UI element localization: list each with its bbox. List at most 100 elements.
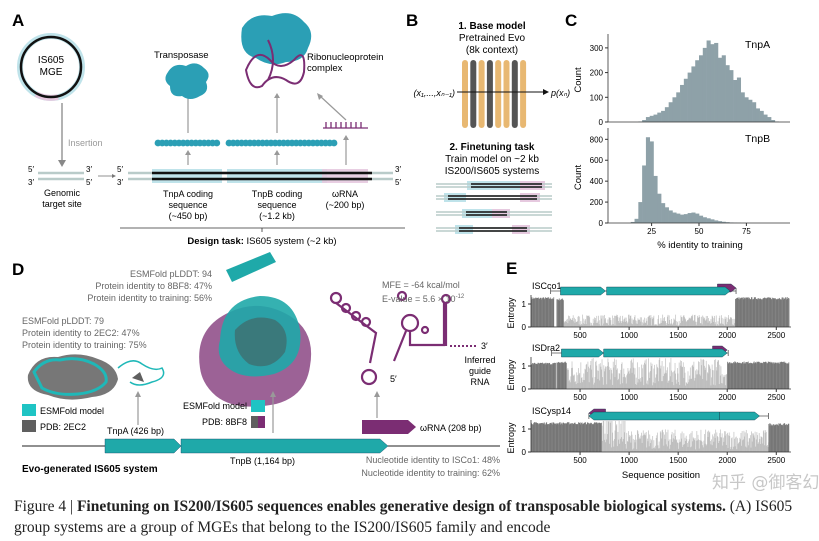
entropy-bar <box>780 361 782 389</box>
entropy-bar <box>569 423 571 452</box>
entropy-bar <box>558 361 560 389</box>
entropy-bar <box>557 362 559 389</box>
entropy-bar <box>731 319 733 327</box>
finetuning-title: 2. Finetuning task <box>449 142 534 153</box>
entropy-bar <box>584 368 586 389</box>
entropy-bar <box>561 423 562 452</box>
entropy-bar <box>573 375 575 389</box>
entropy-bar <box>742 297 743 327</box>
entropy-bar <box>717 437 719 452</box>
entropy-bar <box>602 325 604 327</box>
entropy-bar <box>543 423 545 452</box>
entropy-bar <box>548 362 550 389</box>
entropy-bar <box>655 438 657 452</box>
entropy-bar <box>675 373 677 389</box>
entropy-bar <box>547 362 549 389</box>
entropy-bar <box>716 432 718 452</box>
entropy-bar <box>579 382 581 389</box>
entropy-bar <box>549 362 551 389</box>
entropy-bar <box>668 441 669 452</box>
entropy-bar <box>634 439 635 452</box>
entropy-bar <box>694 315 695 327</box>
entropy-bar <box>689 375 691 389</box>
entropy-bar <box>715 367 717 389</box>
entropy-bar <box>729 449 731 452</box>
entropy-bar <box>589 423 591 452</box>
entropy-bar <box>622 315 624 327</box>
entropy-bar <box>783 297 785 327</box>
entropy-bar <box>764 432 766 452</box>
entropy-bar <box>554 362 556 389</box>
entropy-bar <box>676 368 678 389</box>
entropy-bar <box>707 437 709 452</box>
entropy-bar <box>579 422 581 452</box>
entropy-bar <box>662 381 664 389</box>
entropy-bar <box>546 424 548 452</box>
entropy-bar <box>765 297 767 327</box>
entropy-bar <box>666 316 668 327</box>
entropy-bar <box>768 297 770 327</box>
entropy-bar <box>724 325 725 327</box>
entropy-bar <box>709 321 711 327</box>
histogram-bar <box>687 72 692 122</box>
entropy-bar <box>637 382 639 389</box>
entropy-bar <box>578 315 579 327</box>
finetuning-subtitle-2: IS200/IS605 systems <box>445 166 540 177</box>
entropy-bar <box>628 371 629 389</box>
entropy-bar <box>773 363 775 389</box>
model-layer <box>511 60 518 128</box>
histogram-bar <box>755 108 760 122</box>
entropy-bar <box>658 323 660 327</box>
entropy-bar <box>644 317 645 327</box>
entropy-bar <box>664 321 666 327</box>
entropy-bar <box>718 317 720 327</box>
entropy-bar <box>766 362 767 389</box>
insertion-label: Insertion <box>68 138 103 148</box>
entropy-bar <box>695 321 697 327</box>
entropy-bar <box>749 435 751 452</box>
entropy-bar <box>728 315 729 327</box>
histogram-bar <box>725 222 730 223</box>
series-label: TnpA <box>745 39 770 51</box>
entropy-bar <box>534 362 536 389</box>
entropy-bar <box>561 361 563 389</box>
entropy-bar <box>605 420 607 452</box>
entropy-bar <box>564 423 566 452</box>
entropy-bar <box>581 377 583 389</box>
entropy-bar <box>636 449 638 452</box>
entropy-bar <box>672 371 674 389</box>
entropy-bar <box>655 377 656 389</box>
model-layer <box>486 60 493 128</box>
transposase-structure <box>165 63 209 99</box>
entropy-bar <box>580 424 582 452</box>
histogram-bar <box>714 42 719 122</box>
entropy-bar <box>656 366 658 389</box>
entropy-bar <box>621 362 623 389</box>
entropy-bar <box>656 325 658 327</box>
entropy-bar <box>593 422 595 452</box>
rnp-rna-structure <box>244 39 306 89</box>
histogram-bar <box>717 221 723 223</box>
entropy-bar <box>586 422 588 452</box>
entropy-bar <box>533 298 535 327</box>
tnpb-plddt: ESMFold pLDDT: 94 <box>130 269 212 279</box>
entropy-bar <box>596 370 598 389</box>
entropy-bar <box>608 366 610 389</box>
entropy-bar <box>555 423 556 452</box>
entropy-bar <box>755 439 757 452</box>
histogram-bar <box>668 210 673 223</box>
entropy-bar <box>783 423 784 452</box>
entropy-bar <box>626 320 628 327</box>
y-tick-label: 0 <box>522 323 527 332</box>
entropy-bar <box>654 325 655 327</box>
entropy-bar <box>670 323 672 327</box>
entropy-bar <box>782 299 784 327</box>
entropy-bar <box>630 360 632 389</box>
entropy-bar <box>594 320 596 327</box>
entropy-bar <box>592 377 594 389</box>
panel-label-c: C <box>565 11 577 30</box>
entropy-bar <box>558 424 559 452</box>
entropy-bar <box>752 433 754 452</box>
entropy-bar <box>727 317 729 327</box>
entropy-bar <box>541 299 542 327</box>
